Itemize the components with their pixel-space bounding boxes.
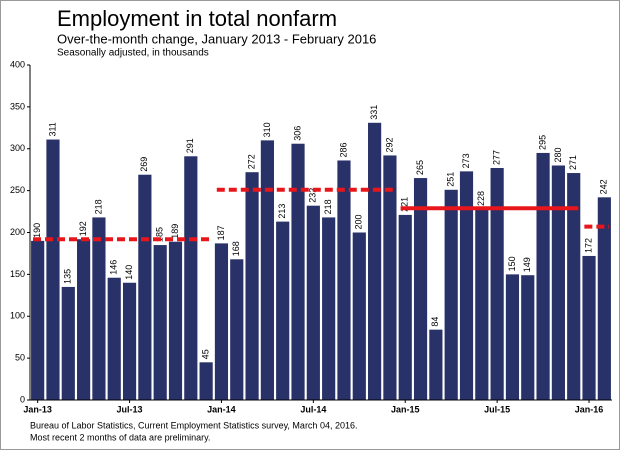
bar (337, 160, 351, 400)
bar (444, 189, 458, 400)
value-label: 84 (430, 317, 440, 327)
bar (168, 241, 183, 400)
bar (383, 155, 397, 400)
chart-title: Employment in total nonfarm (57, 6, 337, 31)
y-tick-label: 100 (10, 311, 25, 321)
bar (107, 277, 121, 400)
value-label: 295 (537, 135, 547, 150)
x-tick-label: Jul-13 (117, 404, 143, 414)
x-tick-label: Jul-15 (484, 404, 510, 414)
bar (245, 172, 259, 400)
bar (153, 245, 167, 400)
bar (31, 240, 45, 400)
y-tick-label: 0 (20, 394, 25, 404)
y-tick-label: 400 (10, 59, 25, 69)
chart-subtitle: Over-the-month change, January 2013 - Fe… (57, 31, 376, 46)
y-tick-label: 50 (15, 353, 25, 363)
bar (260, 140, 274, 400)
value-label: 189 (170, 224, 180, 239)
bar (597, 197, 611, 400)
value-label: 306 (292, 126, 302, 141)
bar (61, 286, 75, 400)
value-label: 149 (522, 257, 532, 272)
value-label: 187 (216, 225, 226, 240)
x-tick-label: Jul-14 (300, 404, 326, 414)
y-tick-label: 200 (10, 227, 25, 237)
bar (291, 143, 305, 400)
bar (92, 217, 106, 400)
value-label: 140 (124, 265, 134, 280)
bar (122, 282, 137, 400)
value-label: 150 (507, 256, 517, 271)
bar (490, 168, 504, 400)
bar (230, 259, 244, 400)
value-label: 172 (583, 238, 593, 253)
bar (306, 205, 320, 400)
y-tick-label: 150 (10, 269, 25, 279)
value-label: 271 (568, 155, 578, 170)
bar (413, 178, 428, 400)
x-tick-label: Jan-15 (391, 404, 420, 414)
value-label: 286 (338, 142, 348, 157)
value-label: 218 (323, 199, 333, 214)
value-label: 331 (369, 105, 379, 120)
x-tick-label: Jan-13 (23, 404, 52, 414)
value-label: 213 (277, 204, 287, 219)
bar (582, 255, 596, 400)
value-label: 190 (32, 223, 42, 238)
bar (429, 329, 443, 400)
footnote: Most recent 2 months of data are prelimi… (30, 432, 210, 442)
bar (322, 217, 336, 400)
bar (46, 139, 60, 400)
bar (352, 232, 366, 400)
value-label: 242 (599, 179, 609, 194)
bar (276, 221, 290, 400)
value-label: 192 (78, 221, 88, 236)
value-label: 310 (262, 122, 272, 137)
bar (505, 274, 520, 400)
bar (138, 174, 152, 400)
value-label: 185 (155, 227, 165, 242)
unit-note: Seasonally adjusted, in thousands (57, 48, 209, 59)
value-label: 146 (109, 260, 119, 275)
x-tick-label: Jan-16 (575, 404, 604, 414)
value-label: 168 (231, 241, 241, 256)
y-tick-label: 300 (10, 143, 25, 153)
y-tick-label: 350 (10, 101, 25, 111)
bar (567, 173, 581, 400)
value-label: 291 (185, 138, 195, 153)
value-label: 232 (308, 188, 318, 203)
value-label: 269 (139, 157, 149, 172)
value-label: 251 (446, 172, 456, 187)
value-label: 311 (47, 122, 57, 136)
value-label: 292 (384, 137, 394, 152)
value-label: 135 (63, 269, 73, 284)
bar (551, 165, 565, 400)
value-label: 280 (553, 147, 563, 162)
bar (214, 243, 229, 400)
bar (398, 214, 412, 400)
bar (184, 156, 198, 400)
value-label: 221 (400, 197, 410, 212)
value-label: 200 (354, 214, 364, 229)
value-label: 45 (201, 349, 211, 359)
bar (521, 275, 535, 400)
bar (536, 152, 550, 400)
value-label: 265 (415, 160, 425, 175)
x-tick-label: Jan-14 (207, 404, 236, 414)
bar (475, 209, 489, 400)
footnote: Bureau of Labor Statistics, Current Empl… (30, 420, 357, 430)
bar (199, 362, 213, 400)
bar (77, 239, 91, 400)
value-label: 272 (246, 154, 256, 169)
bar (368, 122, 382, 400)
value-label: 228 (476, 191, 486, 206)
bar (459, 171, 474, 400)
value-label: 277 (492, 150, 502, 165)
value-label: 273 (461, 153, 471, 168)
value-label: 218 (93, 199, 103, 214)
y-tick-label: 250 (10, 185, 25, 195)
